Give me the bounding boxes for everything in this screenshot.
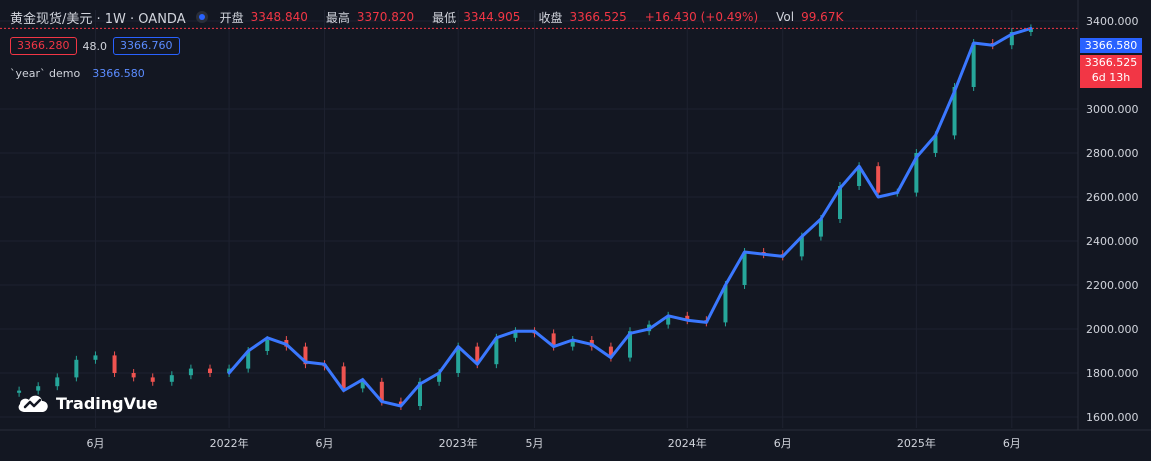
x-tick-label: 5月 (526, 437, 544, 450)
brand-logo: TradingVue (16, 392, 158, 414)
low-label: 最低 (432, 10, 457, 25)
candle (971, 43, 976, 87)
candle (666, 315, 671, 325)
candle (112, 355, 117, 373)
candle (876, 166, 881, 193)
candle (360, 381, 365, 389)
x-tick-label: 6月 (774, 437, 792, 450)
candle (838, 186, 842, 219)
candle (17, 390, 22, 393)
change-value: +16.430 (+0.49%) (644, 10, 759, 24)
y-tick-label: 2000.000 (1086, 323, 1139, 336)
candle (265, 340, 270, 351)
candle (341, 366, 346, 389)
x-tick-label: 6月 (316, 437, 334, 450)
last-price-value: 3366.525 (1084, 56, 1138, 69)
market-status-icon (195, 11, 208, 23)
vol-value: 99.67K (801, 10, 844, 24)
symbol-title[interactable]: 黄金现货/美元 · 1W · OANDA (10, 11, 186, 27)
candle (818, 219, 823, 237)
candle (188, 368, 193, 376)
open-value: 3348.840 (250, 10, 308, 24)
candle (379, 381, 384, 402)
candle (608, 346, 613, 358)
x-tick-label: 6月 (86, 437, 104, 450)
y-tick-label: 2200.000 (1086, 279, 1139, 292)
candle (914, 153, 919, 193)
x-tick-label: 2024年 (668, 436, 707, 450)
indicator-price-tag: 3366.580 (1080, 38, 1142, 53)
candle (208, 368, 212, 373)
candle (628, 331, 632, 358)
candle (685, 315, 690, 321)
candle (169, 375, 174, 382)
y-tick-label: 2800.000 (1086, 147, 1139, 160)
last-price-tag: 3366.525 6d 13h (1080, 55, 1142, 88)
candle (437, 373, 442, 382)
candle (55, 377, 60, 387)
close-value: 3366.525 (569, 10, 627, 24)
y-tick-label: 2400.000 (1086, 235, 1139, 248)
cloud-icon (18, 395, 48, 412)
trade-pricebar: 3366.280 48.0 3366.760 (10, 37, 180, 55)
candle (857, 166, 862, 186)
spread-value: 48.0 (82, 39, 108, 53)
candle (1009, 32, 1014, 46)
brand-name: TradingVue (56, 393, 158, 413)
indicator-value: 3366.580 (92, 67, 145, 80)
y-tick-label: 3400.000 (1086, 15, 1139, 28)
y-tick-label: 3000.000 (1086, 103, 1139, 116)
buy-price-button[interactable]: 3366.760 (113, 37, 180, 55)
candle (131, 373, 136, 378)
candle (494, 337, 499, 365)
x-tick-label: 2022年 (210, 436, 249, 450)
low-value: 3344.905 (463, 10, 521, 24)
x-tick-label: 2023年 (439, 436, 478, 450)
y-tick-label: 1800.000 (1086, 367, 1139, 380)
candle (799, 236, 804, 257)
x-tick-label: 6月 (1003, 437, 1021, 450)
candle (456, 346, 461, 373)
candle (570, 340, 575, 347)
candle (93, 355, 98, 360)
high-value: 3370.820 (356, 10, 415, 24)
close-label: 收盘 (538, 10, 563, 25)
candle (418, 381, 422, 406)
candle (1028, 28, 1033, 32)
candle (551, 333, 556, 347)
candle (303, 346, 308, 365)
candle (74, 359, 79, 378)
y-tick-label: 1600.000 (1086, 411, 1139, 424)
x-tick-label: 2025年 (897, 436, 936, 450)
candle (150, 377, 155, 382)
sell-price-button[interactable]: 3366.280 (10, 37, 77, 55)
candle (513, 331, 518, 338)
vol-label: Vol (776, 10, 795, 24)
candle (36, 386, 41, 391)
candle (246, 351, 251, 369)
symbol-legend: 黄金现货/美元 · 1W · OANDA 开盘 3348.840 最高 3370… (10, 9, 861, 27)
y-tick-label: 2600.000 (1086, 191, 1139, 204)
indicator-legend[interactable]: `year` demo 3366.580 (10, 67, 145, 80)
open-label: 开盘 (219, 10, 244, 25)
candle (475, 346, 480, 365)
candle (933, 135, 938, 153)
high-label: 最高 (325, 10, 350, 25)
indicator-name: `year` demo (10, 67, 81, 80)
candle (742, 252, 747, 285)
candle (952, 87, 957, 136)
candle (723, 285, 728, 323)
indicator-line (227, 26, 1033, 408)
countdown-value: 6d 13h (1091, 71, 1131, 84)
